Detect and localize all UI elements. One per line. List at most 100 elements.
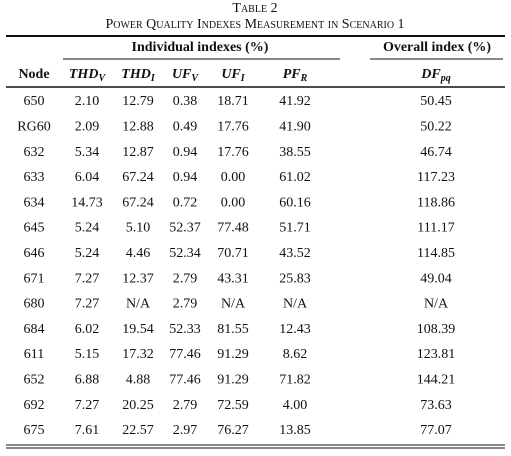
column-header-sub: R xyxy=(300,73,308,84)
column-header-sub: pq xyxy=(440,73,451,84)
column-header-main: THD xyxy=(121,67,151,82)
cell: 5.24 xyxy=(75,221,100,236)
cell: 0.94 xyxy=(173,170,198,185)
cell: 52.37 xyxy=(169,221,201,236)
row-label: 692 xyxy=(24,398,45,413)
cell: 38.55 xyxy=(279,145,311,160)
column-header-sub: I xyxy=(240,73,246,84)
cell: 73.63 xyxy=(420,398,452,413)
cell: 77.07 xyxy=(420,423,452,438)
cell: 50.45 xyxy=(420,94,452,109)
row-label: 671 xyxy=(24,271,45,286)
cell: 7.27 xyxy=(75,271,100,286)
column-header: UFI xyxy=(221,67,245,84)
cell: 144.21 xyxy=(417,373,456,388)
cell: 77.46 xyxy=(169,347,201,362)
column-header-sub: V xyxy=(98,73,106,84)
column-header-sub: V xyxy=(191,73,199,84)
cell: 7.61 xyxy=(75,423,100,438)
cell: 2.97 xyxy=(173,423,198,438)
group-header: Overall index (%) xyxy=(383,40,491,55)
cell: 0.94 xyxy=(173,145,198,160)
cell: 43.31 xyxy=(217,271,249,286)
cell: 17.76 xyxy=(217,120,249,135)
cell: 17.76 xyxy=(217,145,249,160)
cell: 5.34 xyxy=(75,145,100,160)
cell: 5.15 xyxy=(75,347,100,362)
cell: 25.83 xyxy=(279,271,311,286)
cell: 2.79 xyxy=(173,297,198,312)
column-header: DFpq xyxy=(420,67,450,84)
cell: 8.62 xyxy=(283,347,308,362)
cell: 5.10 xyxy=(126,221,151,236)
cell: 13.85 xyxy=(279,423,311,438)
cell: 2.79 xyxy=(173,398,198,413)
cell: 6.02 xyxy=(75,322,100,337)
table-label: Table 2 xyxy=(232,1,277,16)
cell: 6.88 xyxy=(75,373,100,388)
cell: 46.74 xyxy=(420,145,452,160)
cell: 2.09 xyxy=(75,120,100,135)
cell: 123.81 xyxy=(417,347,456,362)
column-header: THDV xyxy=(69,67,107,84)
cell: 67.24 xyxy=(122,195,154,210)
cell: 22.57 xyxy=(122,423,154,438)
cell: 108.39 xyxy=(417,322,456,337)
cell: 2.10 xyxy=(75,94,100,109)
group-header: Individual indexes (%) xyxy=(132,40,269,55)
cell: 20.25 xyxy=(122,398,154,413)
column-header-main: THD xyxy=(69,67,99,82)
cell: 14.73 xyxy=(71,195,103,210)
cell: 91.29 xyxy=(217,347,249,362)
cell: N/A xyxy=(221,297,246,312)
cell: 0.00 xyxy=(221,170,246,185)
column-header-sub: I xyxy=(150,73,156,84)
cell: 81.55 xyxy=(217,322,249,337)
cell: 91.29 xyxy=(217,373,249,388)
cell: N/A xyxy=(424,297,449,312)
column-header: THDI xyxy=(121,67,156,84)
cell: 17.32 xyxy=(122,347,154,362)
row-label: 634 xyxy=(24,195,45,210)
row-label: 611 xyxy=(24,347,44,362)
column-header: UFV xyxy=(172,67,199,84)
cell: 41.92 xyxy=(279,94,311,109)
cell: 61.02 xyxy=(279,170,311,185)
cell: 51.71 xyxy=(279,221,311,236)
cell: 7.27 xyxy=(75,297,100,312)
cell: 6.04 xyxy=(75,170,100,185)
column-header-main: PF xyxy=(283,67,302,82)
cell: 118.86 xyxy=(417,195,455,210)
cell: 41.90 xyxy=(279,120,311,135)
cell: 76.27 xyxy=(217,423,249,438)
cell: 114.85 xyxy=(417,246,455,261)
cell: 2.79 xyxy=(173,271,198,286)
column-header-main: UF xyxy=(221,67,241,82)
cell: 4.46 xyxy=(126,246,151,261)
row-label: 632 xyxy=(24,145,45,160)
cell: 0.00 xyxy=(221,195,246,210)
cell: 70.71 xyxy=(217,246,249,261)
cell: 18.71 xyxy=(217,94,249,109)
cell: 71.82 xyxy=(279,373,311,388)
cell: 0.49 xyxy=(173,120,198,135)
cell: 4.00 xyxy=(283,398,308,413)
cell: N/A xyxy=(126,297,151,312)
table-title: Power Quality Indexes Measurement in Sce… xyxy=(105,17,404,32)
cell: 12.88 xyxy=(122,120,154,135)
cell: 12.87 xyxy=(122,145,154,160)
cell: 52.34 xyxy=(169,246,201,261)
row-label: 675 xyxy=(24,423,45,438)
cell: 60.16 xyxy=(279,195,311,210)
cell: 43.52 xyxy=(279,246,311,261)
cell: 72.59 xyxy=(217,398,249,413)
row-label: RG60 xyxy=(17,120,50,135)
row-label: 652 xyxy=(24,373,45,388)
cell: 117.23 xyxy=(417,170,455,185)
cell: 12.43 xyxy=(279,322,311,337)
cell: 4.88 xyxy=(126,373,151,388)
cell: 77.48 xyxy=(217,221,249,236)
cell: 49.04 xyxy=(420,271,452,286)
cell: 77.46 xyxy=(169,373,201,388)
